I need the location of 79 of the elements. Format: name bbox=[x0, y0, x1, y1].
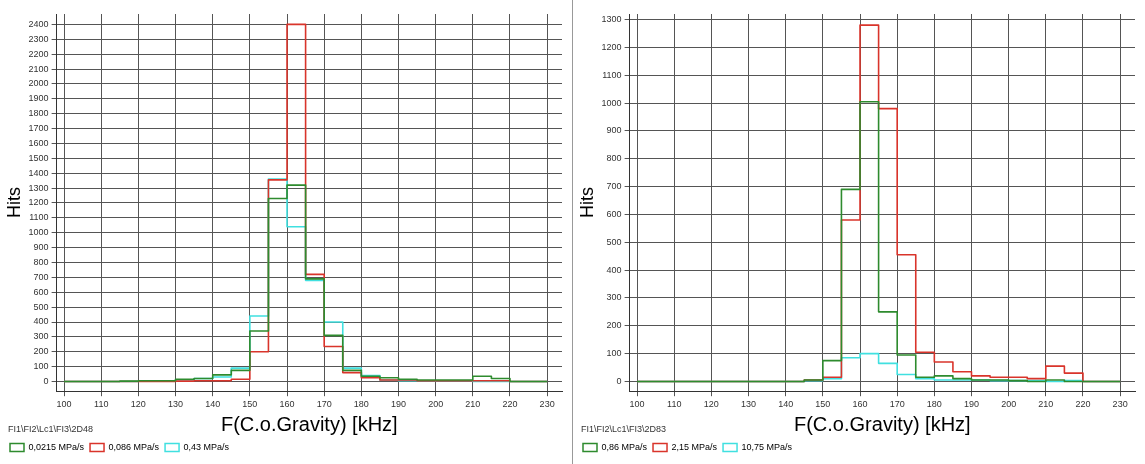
legend-label: 2,15 MPa/s bbox=[671, 441, 718, 452]
legend-label: 0,0215 MPa/s bbox=[28, 441, 85, 452]
x-tick-label: 220 bbox=[1075, 399, 1091, 410]
y-tick-label: 300 bbox=[606, 292, 622, 303]
y-tick-label: 500 bbox=[606, 236, 622, 247]
y-tick-label: 1300 bbox=[28, 182, 49, 193]
y-tick-label: 700 bbox=[606, 181, 622, 192]
x-tick-label: 180 bbox=[926, 399, 942, 410]
x-tick-label: 200 bbox=[1001, 399, 1017, 410]
y-tick-label: 100 bbox=[606, 348, 622, 359]
y-tick-label: 1000 bbox=[28, 227, 49, 238]
x-tick-label: 220 bbox=[502, 399, 518, 410]
x-tick-label: 110 bbox=[667, 399, 682, 410]
y-tick-label: 2200 bbox=[28, 48, 49, 59]
legend-label: 0,086 MPa/s bbox=[108, 441, 160, 452]
y-tick-label: 1400 bbox=[28, 167, 49, 178]
text: FI1\FI2\Lc1\FI3\2D48 bbox=[8, 424, 94, 434]
y-tick-label: 400 bbox=[606, 264, 622, 275]
y-tick-label: 1700 bbox=[28, 123, 49, 134]
x-tick-label: 180 bbox=[353, 399, 369, 410]
y-tick-label: 800 bbox=[606, 153, 622, 164]
y-tick-label: 400 bbox=[33, 316, 49, 327]
y-tick-label: 800 bbox=[33, 256, 49, 267]
y-tick-label: 1300 bbox=[601, 14, 622, 25]
x-tick-label: 160 bbox=[852, 399, 868, 410]
y-tick-label: 0 bbox=[616, 375, 622, 386]
x-tick-label: 170 bbox=[889, 399, 905, 410]
x-tick-label: 160 bbox=[279, 399, 295, 410]
x-tick-label: 140 bbox=[778, 399, 794, 410]
y-tick-label: 1600 bbox=[28, 137, 49, 148]
x-tick-label: 190 bbox=[963, 399, 980, 410]
x-tick-label: 120 bbox=[130, 399, 146, 410]
y-axis-title: Hits bbox=[576, 187, 597, 219]
x-axis-title: F(C.o.Gravity) [kHz] bbox=[793, 412, 971, 435]
y-tick-label: 1100 bbox=[602, 69, 622, 80]
y-tick-label: 2100 bbox=[28, 63, 49, 74]
y-tick-label: 200 bbox=[606, 320, 622, 331]
y-tick-label: 600 bbox=[606, 208, 622, 219]
y-tick-label: 900 bbox=[33, 242, 49, 253]
x-axis-title: F(C.o.Gravity) [kHz] bbox=[220, 412, 398, 435]
x-tick-label: 200 bbox=[428, 399, 444, 410]
y-tick-label: 0 bbox=[43, 376, 49, 387]
y-tick-label: 1800 bbox=[28, 108, 49, 119]
x-tick-label: 150 bbox=[815, 399, 831, 410]
y-tick-label: 100 bbox=[33, 361, 49, 372]
y-axis-title: Hits bbox=[3, 187, 24, 219]
x-tick-label: 140 bbox=[205, 399, 221, 410]
x-tick-label: 100 bbox=[56, 399, 72, 410]
y-tick-label: 600 bbox=[33, 286, 49, 297]
x-tick-label: 110 bbox=[94, 399, 109, 410]
y-tick-label: 900 bbox=[606, 125, 622, 136]
x-tick-label: 150 bbox=[242, 399, 258, 410]
legend-label: 0,43 MPa/s bbox=[183, 441, 230, 452]
y-tick-label: 300 bbox=[33, 331, 49, 342]
y-tick-label: 200 bbox=[33, 346, 49, 357]
y-tick-label: 2000 bbox=[28, 78, 49, 89]
y-tick-label: 1100 bbox=[29, 212, 49, 223]
x-tick-label: 190 bbox=[390, 399, 407, 410]
text: FI1\FI2\Lc1\FI3\2D83 bbox=[581, 424, 667, 434]
y-tick-label: 1200 bbox=[601, 41, 622, 52]
y-tick-label: 700 bbox=[33, 271, 49, 282]
legend-label: 10,75 MPa/s bbox=[741, 441, 793, 452]
y-tick-label: 1900 bbox=[28, 93, 49, 104]
x-tick-label: 100 bbox=[629, 399, 645, 410]
y-tick-label: 2300 bbox=[28, 33, 49, 44]
x-tick-label: 120 bbox=[703, 399, 719, 410]
x-tick-label: 230 bbox=[1112, 399, 1128, 410]
y-tick-label: 500 bbox=[33, 301, 49, 312]
y-tick-label: 1000 bbox=[601, 97, 622, 108]
x-tick-label: 210 bbox=[1038, 399, 1054, 410]
y-tick-label: 1500 bbox=[28, 152, 49, 163]
x-tick-label: 170 bbox=[316, 399, 332, 410]
x-tick-label: 210 bbox=[465, 399, 481, 410]
legend-label: 0,86 MPa/s bbox=[601, 441, 648, 452]
y-tick-label: 2400 bbox=[28, 18, 49, 29]
y-tick-label: 1200 bbox=[28, 197, 49, 208]
x-tick-label: 130 bbox=[741, 399, 757, 410]
x-tick-label: 130 bbox=[168, 399, 184, 410]
x-tick-label: 230 bbox=[539, 399, 555, 410]
